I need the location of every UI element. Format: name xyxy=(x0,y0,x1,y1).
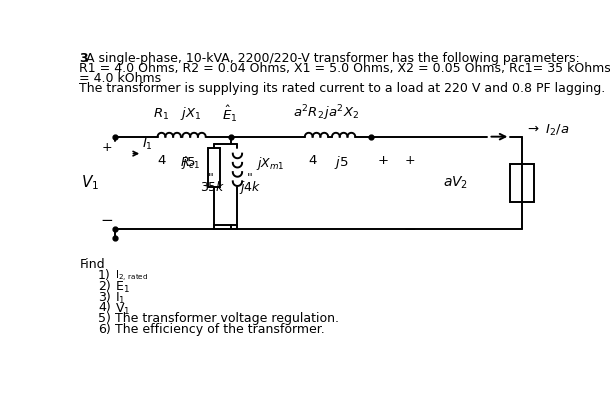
Text: $j5$: $j5$ xyxy=(181,154,196,170)
Text: $4$: $4$ xyxy=(308,154,317,166)
Text: Find: Find xyxy=(79,257,105,271)
Text: = 4.0 kOhms: = 4.0 kOhms xyxy=(79,72,162,85)
Text: $j4k$: $j4k$ xyxy=(239,179,261,196)
Text: $ja^2X_2$: $ja^2X_2$ xyxy=(323,103,359,123)
Bar xyxy=(510,164,534,202)
Text: The transformer is supplying its rated current to a load at 220 V and 0.8 PF lag: The transformer is supplying its rated c… xyxy=(79,82,606,95)
Text: 4): 4) xyxy=(98,302,110,314)
Text: $V_1$: $V_1$ xyxy=(81,174,99,192)
Text: $35k$: $35k$ xyxy=(200,180,226,194)
Text: $-$: $-$ xyxy=(99,211,113,226)
Text: $+$: $+$ xyxy=(376,154,388,166)
Text: 3: 3 xyxy=(79,52,88,65)
Text: $a^2R_2$: $a^2R_2$ xyxy=(293,103,325,122)
Text: $jX_1$: $jX_1$ xyxy=(181,105,201,122)
Text: 1): 1) xyxy=(98,269,110,282)
Text: $aV_2$: $aV_2$ xyxy=(443,175,468,191)
Text: 2): 2) xyxy=(98,280,110,293)
Text: $+$: $+$ xyxy=(101,141,113,154)
Text: A single-phase, 10-kVA, 2200/220-V transformer has the following parameters:: A single-phase, 10-kVA, 2200/220-V trans… xyxy=(85,52,580,65)
Text: $R_1$: $R_1$ xyxy=(153,107,170,122)
Text: $-$: $-$ xyxy=(403,220,416,235)
Text: $jX_{m1}$: $jX_{m1}$ xyxy=(256,155,285,172)
Text: E$_1$: E$_1$ xyxy=(115,280,130,295)
Text: I$_{2,\,\mathrm{rated}}$: I$_{2,\,\mathrm{rated}}$ xyxy=(115,269,148,284)
Text: 3): 3) xyxy=(98,291,110,304)
Text: 5): 5) xyxy=(98,312,111,325)
Text: $\rightarrow$ $I_2/a$: $\rightarrow$ $I_2/a$ xyxy=(525,123,569,138)
Text: The efficiency of the transformer.: The efficiency of the transformer. xyxy=(115,323,325,336)
Text: $\hat{E}_1$: $\hat{E}_1$ xyxy=(222,103,237,124)
Text: I$_1$: I$_1$ xyxy=(115,291,126,306)
Bar xyxy=(208,148,220,187)
Text: $4$: $4$ xyxy=(157,154,167,166)
Text: ": " xyxy=(207,172,213,185)
Text: 6): 6) xyxy=(98,323,110,336)
Text: $+$: $+$ xyxy=(404,154,415,166)
Text: V$_1$: V$_1$ xyxy=(115,302,131,316)
Text: $j5$: $j5$ xyxy=(334,154,348,170)
Text: The transformer voltage regulation.: The transformer voltage regulation. xyxy=(115,312,339,325)
Text: $R_{c1}$: $R_{c1}$ xyxy=(180,156,200,171)
Text: ": " xyxy=(247,172,253,185)
Text: R1 = 4.0 Ohms, R2 = 0.04 Ohms, X1 = 5.0 Ohms, X2 = 0.05 Ohms, Rc1= 35 kOhms, Xm1: R1 = 4.0 Ohms, R2 = 0.04 Ohms, X1 = 5.0 … xyxy=(79,62,610,75)
Text: $I_1$: $I_1$ xyxy=(142,137,153,152)
